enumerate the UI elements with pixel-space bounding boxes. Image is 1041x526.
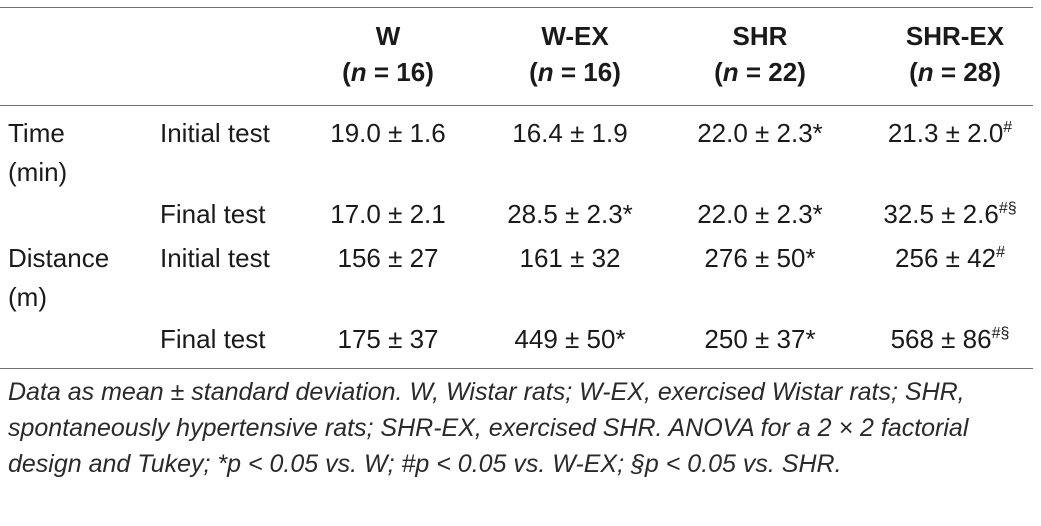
value-cell: 21.3 ± 2.0#: [887, 118, 1013, 148]
value-cell: 175 ± 37: [337, 324, 439, 354]
column-name: SHR: [732, 21, 788, 51]
group-label-time: Time: [8, 118, 65, 148]
column-name: SHR-EX: [905, 21, 1005, 51]
column-name: W: [375, 21, 401, 51]
value-cell: 17.0 ± 2.1: [330, 199, 446, 229]
group-unit-time: (min): [8, 157, 68, 187]
column-header-w: W (n = 16): [313, 18, 463, 90]
value-cell: 449 ± 50*: [514, 324, 626, 354]
table-bottom-rule: [0, 368, 1033, 369]
value-cell: 16.4 ± 1.9: [512, 118, 628, 148]
row-label-distance-final: Final test: [160, 324, 266, 354]
column-header-shr: SHR (n = 22): [680, 18, 840, 90]
value-cell: 276 ± 50*: [704, 243, 816, 273]
value-cell: 28.5 ± 2.3*: [507, 199, 633, 229]
value-cell: 256 ± 42#: [895, 243, 1005, 273]
column-n: (n = 28): [909, 57, 1001, 87]
table-header-rule: [0, 105, 1033, 106]
column-header-shr-ex: SHR-EX (n = 28): [870, 18, 1040, 90]
table-top-rule: [0, 7, 1033, 8]
value-cell: 156 ± 27: [337, 243, 439, 273]
value-cell: 250 ± 37*: [704, 324, 816, 354]
value-cell: 22.0 ± 2.3*: [697, 118, 823, 148]
column-name: W-EX: [541, 21, 609, 51]
row-label-time-initial: Initial test: [160, 118, 270, 148]
column-n: (n = 16): [529, 57, 621, 87]
group-label-distance: Distance: [8, 243, 110, 273]
value-cell: 22.0 ± 2.3*: [697, 199, 823, 229]
value-cell: 32.5 ± 2.6#§: [883, 199, 1017, 229]
value-cell: 568 ± 86#§: [890, 324, 1010, 354]
group-unit-distance: (m): [8, 282, 47, 312]
value-cell: 19.0 ± 1.6: [330, 118, 446, 148]
column-n: (n = 22): [714, 57, 806, 87]
row-label-time-final: Final test: [160, 199, 266, 229]
column-header-w-ex: W-EX (n = 16): [490, 18, 660, 90]
value-cell: 161 ± 32: [519, 243, 621, 273]
table-footnote: Data as mean ± standard deviation. W, Wi…: [8, 378, 969, 478]
column-n: (n = 16): [342, 57, 434, 87]
row-label-distance-initial: Initial test: [160, 243, 270, 273]
